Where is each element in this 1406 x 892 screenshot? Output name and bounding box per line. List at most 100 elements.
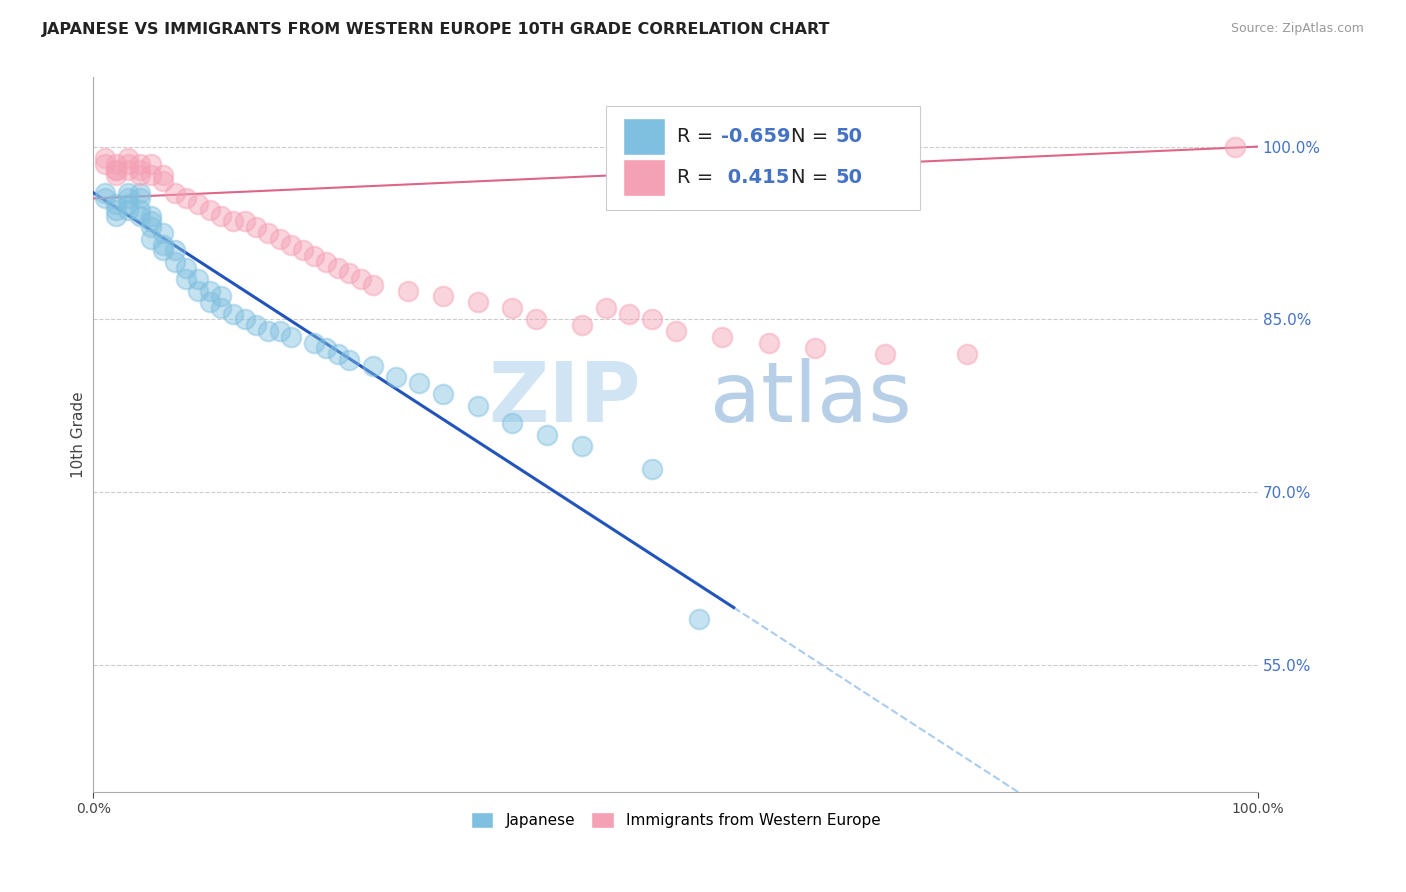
Text: N =: N = [790, 128, 834, 146]
Point [94, 191, 117, 205]
Point [141, 157, 163, 171]
Point [641, 312, 664, 326]
Point [152, 174, 174, 188]
Point [396, 284, 419, 298]
Point [432, 387, 454, 401]
Point [105, 197, 128, 211]
Point [617, 307, 640, 321]
Point [105, 162, 128, 177]
Point [664, 324, 686, 338]
Point [128, 202, 150, 217]
Point [128, 157, 150, 171]
Point [105, 162, 128, 177]
Point [117, 186, 139, 200]
Point [117, 151, 139, 165]
Point [1223, 139, 1246, 153]
Point [326, 260, 349, 275]
Point [128, 162, 150, 177]
Text: -0.659: -0.659 [721, 128, 790, 146]
Point [291, 244, 314, 258]
Point [128, 169, 150, 183]
Text: 0.415: 0.415 [721, 168, 789, 187]
Point [117, 157, 139, 171]
Point [467, 295, 489, 310]
Point [711, 330, 734, 344]
Point [233, 312, 256, 326]
Point [315, 255, 337, 269]
Point [187, 197, 209, 211]
Point [339, 266, 361, 280]
Point [198, 202, 221, 217]
Point [198, 284, 221, 298]
Point [209, 289, 232, 303]
Point [141, 220, 163, 235]
Point [956, 347, 979, 361]
Text: ZIP: ZIP [488, 359, 641, 440]
Point [117, 162, 139, 177]
Point [245, 318, 267, 333]
Y-axis label: 10th Grade: 10th Grade [72, 392, 86, 478]
Point [641, 462, 664, 476]
Point [758, 335, 780, 350]
Point [385, 370, 408, 384]
Point [152, 237, 174, 252]
Point [501, 416, 523, 430]
Point [187, 272, 209, 286]
Point [257, 324, 280, 338]
Point [350, 272, 373, 286]
Point [187, 284, 209, 298]
Point [432, 289, 454, 303]
Text: R =: R = [676, 128, 720, 146]
Point [304, 335, 326, 350]
Point [222, 214, 245, 228]
Point [339, 352, 361, 367]
Point [141, 214, 163, 228]
Point [804, 341, 827, 355]
Text: JAPANESE VS IMMIGRANTS FROM WESTERN EUROPE 10TH GRADE CORRELATION CHART: JAPANESE VS IMMIGRANTS FROM WESTERN EURO… [42, 22, 831, 37]
FancyBboxPatch shape [623, 159, 665, 196]
Point [176, 272, 198, 286]
Point [141, 232, 163, 246]
Text: 50: 50 [835, 128, 862, 146]
Text: Source: ZipAtlas.com: Source: ZipAtlas.com [1230, 22, 1364, 36]
Point [524, 312, 547, 326]
Point [105, 202, 128, 217]
Point [117, 202, 139, 217]
Point [152, 169, 174, 183]
Point [467, 399, 489, 413]
Point [152, 226, 174, 240]
Point [269, 324, 291, 338]
Point [128, 191, 150, 205]
Point [304, 249, 326, 263]
Point [152, 244, 174, 258]
Point [875, 347, 897, 361]
Point [361, 277, 384, 292]
Point [94, 157, 117, 171]
Point [141, 209, 163, 223]
Point [117, 191, 139, 205]
Point [94, 151, 117, 165]
Point [222, 307, 245, 321]
Text: atlas: atlas [710, 359, 912, 440]
Point [198, 295, 221, 310]
Point [176, 260, 198, 275]
Point [269, 232, 291, 246]
Point [501, 301, 523, 315]
Point [245, 220, 267, 235]
Point [176, 191, 198, 205]
Point [280, 237, 302, 252]
Point [105, 209, 128, 223]
Point [326, 347, 349, 361]
FancyBboxPatch shape [606, 106, 920, 210]
Point [128, 186, 150, 200]
Point [571, 318, 593, 333]
Point [536, 427, 558, 442]
Point [163, 255, 186, 269]
Point [209, 209, 232, 223]
FancyBboxPatch shape [623, 118, 665, 155]
Point [163, 186, 186, 200]
Legend: Japanese, Immigrants from Western Europe: Japanese, Immigrants from Western Europe [464, 806, 887, 834]
Point [141, 169, 163, 183]
Point [117, 197, 139, 211]
Point [315, 341, 337, 355]
